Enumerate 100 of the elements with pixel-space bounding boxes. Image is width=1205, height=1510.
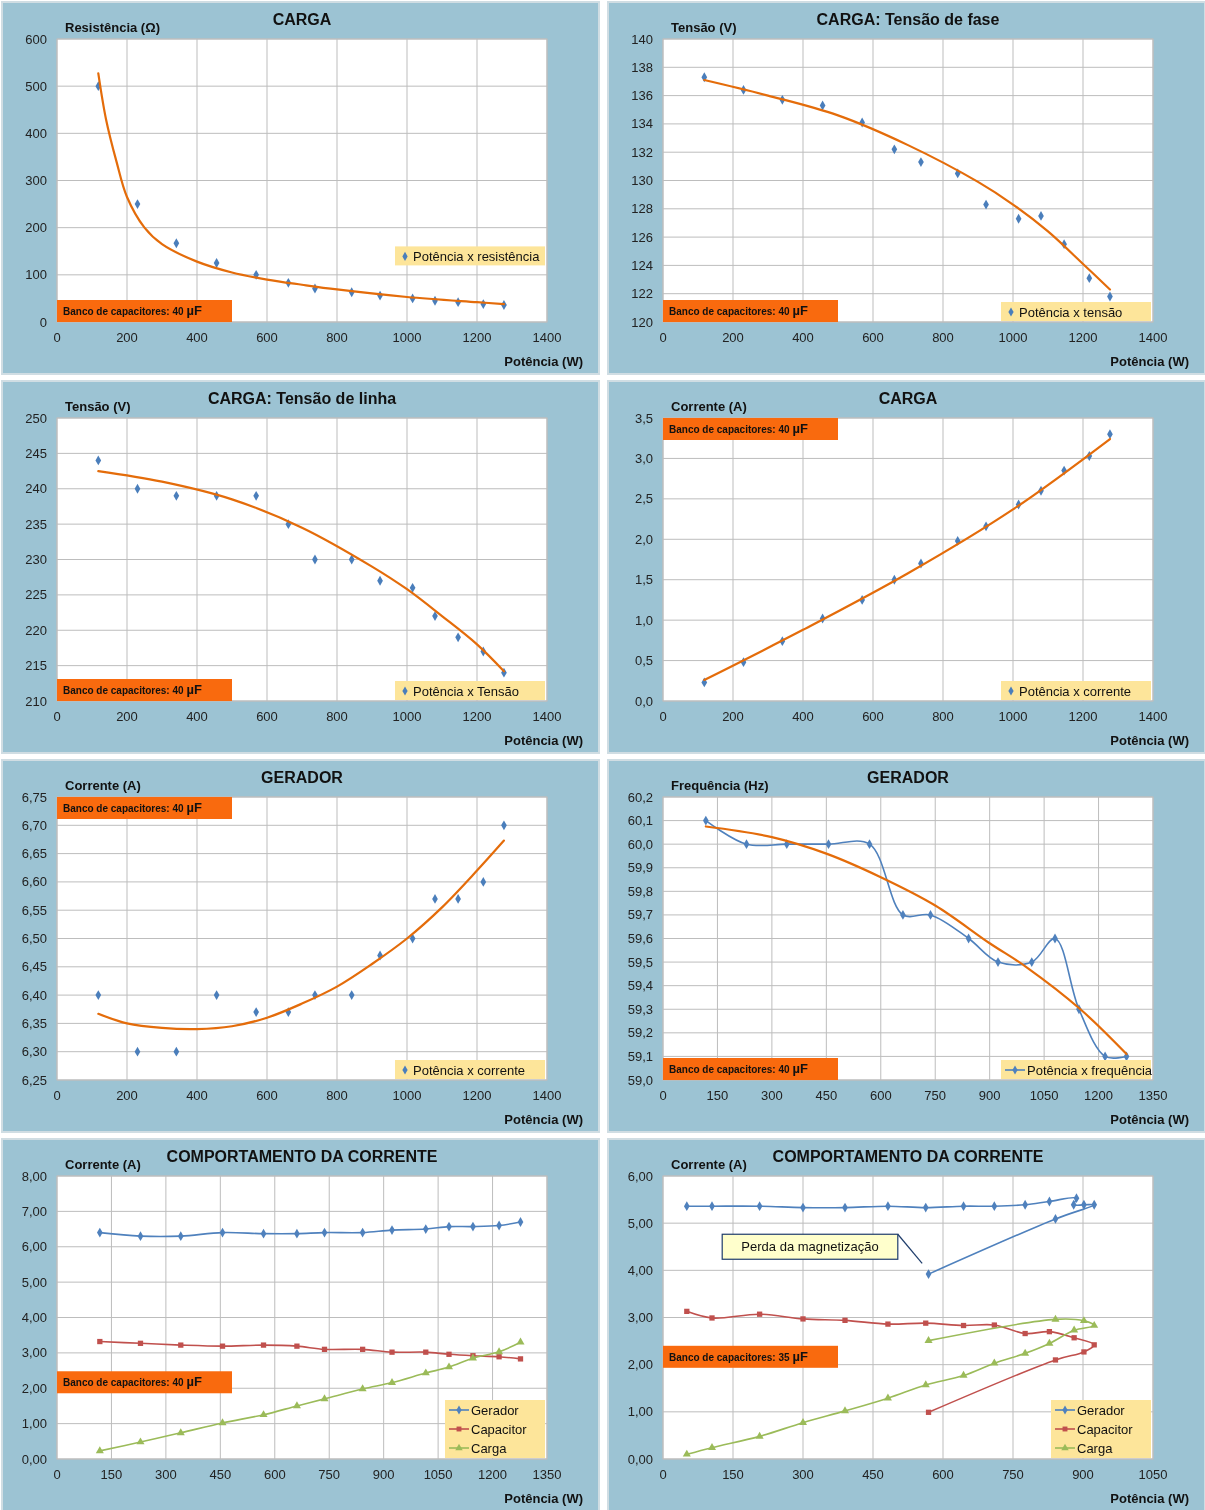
x-tick-label: 1200 [1068, 330, 1098, 345]
x-tick-label: 1350 [1138, 1088, 1168, 1103]
y-tick-label: 6,50 [21, 931, 47, 947]
x-tick-label: 1350 [532, 1467, 562, 1482]
annotation: Banco de capacitores: 40 µF [63, 303, 202, 318]
x-tick-label: 1050 [423, 1467, 453, 1482]
x-tick-label: 200 [116, 1088, 138, 1103]
y-tick-label: 250 [25, 410, 47, 426]
y-tick-label: 100 [25, 267, 47, 283]
x-tick-label: 600 [256, 330, 278, 345]
y-tick-label: 0,00 [21, 1451, 47, 1467]
y-tick-label: 500 [25, 78, 47, 94]
x-tick-label: 1400 [1138, 709, 1168, 724]
x-tick-label: 600 [932, 1467, 954, 1482]
legend-label: Capacitor [1077, 1421, 1134, 1437]
x-tick-label: 200 [722, 330, 744, 345]
y-tick-label: 130 [631, 173, 653, 189]
y-tick-label: 5,00 [21, 1274, 47, 1290]
x-tick-label: 1400 [532, 709, 562, 724]
y-tick-label: 1,0 [634, 612, 653, 628]
x-axis-title: Potência (W) [1110, 1491, 1189, 1506]
y-axis-title: Corrente (A) [671, 1157, 747, 1172]
x-tick-label: 450 [209, 1467, 232, 1482]
y-tick-label: 8,00 [21, 1168, 47, 1184]
x-tick-label: 400 [186, 330, 208, 345]
y-tick-label: 140 [631, 31, 653, 47]
x-tick-label: 400 [792, 330, 814, 345]
y-tick-label: 230 [25, 552, 47, 568]
y-tick-label: 128 [631, 201, 653, 217]
legend-label: Carga [471, 1440, 508, 1456]
y-tick-label: 1,5 [634, 572, 653, 588]
y-tick-label: 6,55 [21, 902, 47, 918]
chart-title: CARGA [272, 11, 332, 28]
x-tick-label: 1000 [392, 330, 422, 345]
legend-label: Gerador [471, 1402, 520, 1418]
x-tick-label: 0 [659, 1467, 667, 1482]
y-tick-label: 60,0 [627, 836, 653, 852]
y-tick-label: 215 [25, 658, 47, 674]
x-tick-label: 1000 [392, 1088, 422, 1103]
x-tick-label: 1200 [1068, 709, 1098, 724]
annotation: Banco de capacitores: 35 µF [669, 1348, 808, 1364]
x-tick-label: 1000 [998, 709, 1028, 724]
annotation: Perda da magnetização [741, 1239, 879, 1255]
legend-label: Potência x Tensão [413, 683, 519, 699]
annotation: Banco de capacitores: 40 µF [669, 421, 808, 436]
y-tick-label: 6,60 [21, 874, 47, 890]
y-tick-label: 126 [631, 229, 653, 245]
chart-title: COMPORTAMENTO DA CORRENTE [166, 1148, 438, 1165]
x-tick-label: 0 [659, 1088, 667, 1103]
y-tick-label: 136 [631, 88, 653, 104]
y-axis-title: Tensão (V) [671, 20, 737, 35]
x-tick-label: 150 [722, 1467, 744, 1482]
x-tick-label: 450 [862, 1467, 884, 1482]
x-tick-label: 400 [186, 709, 208, 724]
y-tick-label: 124 [631, 257, 653, 273]
y-axis-title: Corrente (A) [671, 399, 747, 414]
x-tick-label: 400 [186, 1088, 208, 1103]
x-tick-label: 300 [792, 1467, 814, 1482]
x-tick-label: 750 [318, 1467, 341, 1482]
y-tick-label: 138 [631, 59, 653, 75]
x-axis-title: Potência (W) [504, 1112, 583, 1127]
x-tick-label: 800 [326, 330, 348, 345]
x-axis-title: Potência (W) [504, 1491, 583, 1506]
y-tick-label: 3,5 [634, 410, 653, 426]
x-tick-label: 300 [761, 1088, 783, 1103]
x-tick-label: 200 [722, 709, 744, 724]
legend-label: Gerador [1077, 1402, 1126, 1418]
x-tick-label: 450 [815, 1088, 838, 1103]
y-tick-label: 0,0 [634, 693, 653, 709]
y-tick-label: 0,5 [634, 653, 653, 669]
y-tick-label: 59,2 [627, 1025, 653, 1041]
y-tick-label: 1,00 [627, 1404, 653, 1420]
y-tick-label: 2,5 [634, 491, 653, 507]
x-tick-label: 1400 [532, 1088, 562, 1103]
y-tick-label: 3,0 [634, 450, 653, 466]
y-tick-label: 1,00 [21, 1416, 47, 1432]
y-tick-label: 235 [25, 516, 47, 532]
y-tick-label: 2,0 [634, 531, 653, 547]
x-tick-label: 0 [53, 330, 61, 345]
chart-title: CARGA: Tensão de linha [207, 390, 397, 407]
y-tick-label: 59,8 [627, 883, 653, 899]
x-tick-label: 800 [932, 709, 954, 724]
y-tick-label: 132 [631, 144, 653, 160]
x-tick-label: 900 [978, 1088, 1001, 1103]
chart-title: GERADOR [261, 769, 344, 786]
x-tick-label: 0 [53, 709, 61, 724]
x-tick-label: 150 [100, 1467, 123, 1482]
x-tick-label: 1200 [478, 1467, 508, 1482]
x-tick-label: 1050 [1138, 1467, 1168, 1482]
y-tick-label: 245 [25, 445, 47, 461]
legend-label: Capacitor [471, 1421, 528, 1437]
y-tick-label: 0,00 [627, 1451, 653, 1467]
x-tick-label: 900 [1072, 1467, 1094, 1482]
y-tick-label: 6,30 [21, 1044, 47, 1060]
chart-title: CARGA: Tensão de fase [816, 11, 1000, 28]
y-axis-title: Tensão (V) [65, 399, 131, 414]
y-tick-label: 59,4 [627, 978, 653, 994]
y-tick-label: 6,00 [21, 1239, 47, 1255]
x-tick-label: 1050 [1029, 1088, 1059, 1103]
y-tick-label: 7,00 [21, 1203, 47, 1219]
